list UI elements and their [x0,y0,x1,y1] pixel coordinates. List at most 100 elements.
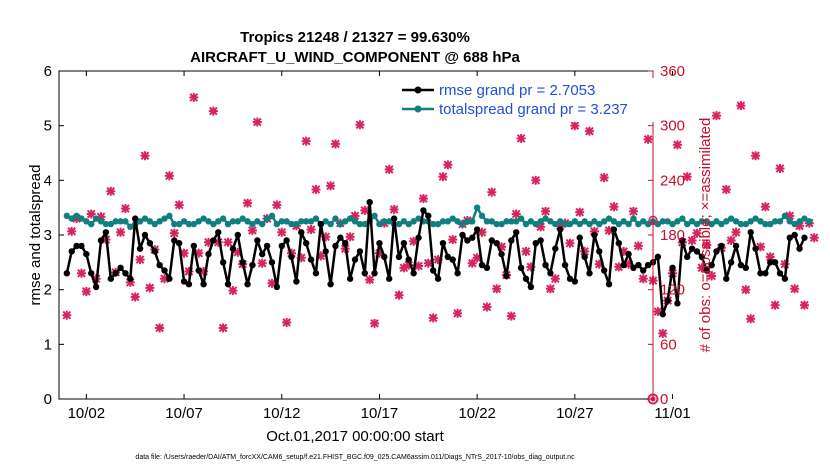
obs-count-point [120,204,130,214]
rmse-point [786,234,793,241]
obs-count-point [746,314,756,324]
chart-title-line2: AIRCRAFT_U_WIND_COMPONENT @ 688 hPa [190,49,520,66]
totalspread-point [776,218,784,225]
totalspread-point [146,218,154,225]
rmse-point [73,242,80,250]
obs-count-point [277,227,287,237]
obs-count-point [428,313,438,323]
rmse-point [386,275,393,282]
rmse-point [166,275,173,282]
totalspread-point [625,220,632,228]
rmse-point [68,248,75,255]
totalspread-point [723,218,730,225]
rmse-point [469,234,476,241]
totalspread-point [127,223,134,230]
rmse-point [244,281,251,288]
obs-count-point [726,235,736,245]
totalspread-point [342,218,349,225]
rmse-point [259,250,266,258]
totalspread-point [224,220,232,228]
totalspread-point [185,220,193,228]
rmse-point [361,270,368,277]
totalspread-point [141,215,149,222]
rmse-point [610,226,618,233]
obs-count-point [106,186,116,196]
obs-count-point [770,300,780,310]
rmse-point [107,275,114,282]
totalspread-point [620,218,627,225]
obs-count-point [790,284,800,294]
totalspread-point [752,215,759,222]
totalspread-point [757,218,764,225]
totalspread-point [771,218,779,225]
rmse-point [747,229,754,236]
obs-count-point [272,200,282,210]
obs-count-point [62,310,72,320]
rmse-point [600,267,608,274]
totalspread-point [508,218,515,225]
totalspread-point [786,218,793,225]
y-tick-label-right: 360 [660,63,685,80]
obs-count-point [692,228,702,238]
rmse-point [625,250,632,258]
totalspread-point [254,218,261,225]
rmse-point [97,237,105,244]
y-tick-label-right: 60 [660,336,677,353]
rmse-point [376,240,383,247]
y-tick-label-right: 120 [660,282,685,299]
rmse-point [254,237,261,244]
rmse-point [78,242,85,250]
obs-count-point [155,323,165,333]
rmse-point [571,278,579,285]
rmse-point [620,261,627,269]
obs-count-point [487,187,497,197]
totalspread-point [683,220,691,228]
totalspread-point [483,218,491,225]
x-tick-label: 10/27 [556,405,594,422]
totalspread-point [136,218,144,225]
obs-count-point [301,136,311,146]
totalspread-point [381,218,388,225]
totalspread-point [664,218,671,225]
totalspread-point [288,220,295,228]
legend-box [396,78,654,122]
obs-count-point [765,252,775,262]
obs-count-point [609,202,619,212]
obs-count-point [443,160,453,170]
rmse-point [434,275,442,282]
totalspread-point [522,220,530,228]
chart-title-line1: Tropics 21248 / 21327 = 99.630% [240,29,470,46]
totalspread-point [307,218,315,225]
totalspread-point [718,220,725,228]
rmse-point [742,264,750,271]
obs-count-point [306,225,316,235]
totalspread-point [151,220,158,228]
rmse-point [395,253,403,261]
obs-count-point [599,173,609,183]
rmse-point [698,253,706,261]
obs-count-point [130,292,140,302]
rmse-point [390,215,398,222]
totalspread-point [298,218,305,225]
x-tick-label: 11/01 [654,405,690,422]
rmse-point [737,261,745,269]
rmse-point [542,261,549,269]
totalspread-point [386,218,393,225]
rmse-point [566,275,574,282]
obs-count-point [365,275,375,285]
y-tick-label-right: 240 [660,172,685,189]
obs-count-point [145,283,155,293]
rmse-point [771,259,779,266]
rmse-point [664,297,671,304]
rmse-point [429,267,437,274]
rmse-point [317,220,325,228]
rmse-point [693,248,701,255]
totalspread-point [503,218,510,225]
obs-count-point [311,184,321,194]
totalspread-point [410,218,417,225]
obs-count-point [370,318,380,328]
obs-count-point [575,207,585,217]
totalspread-point [200,215,207,222]
obs-count-point [243,198,253,208]
rmse-point [117,264,124,271]
